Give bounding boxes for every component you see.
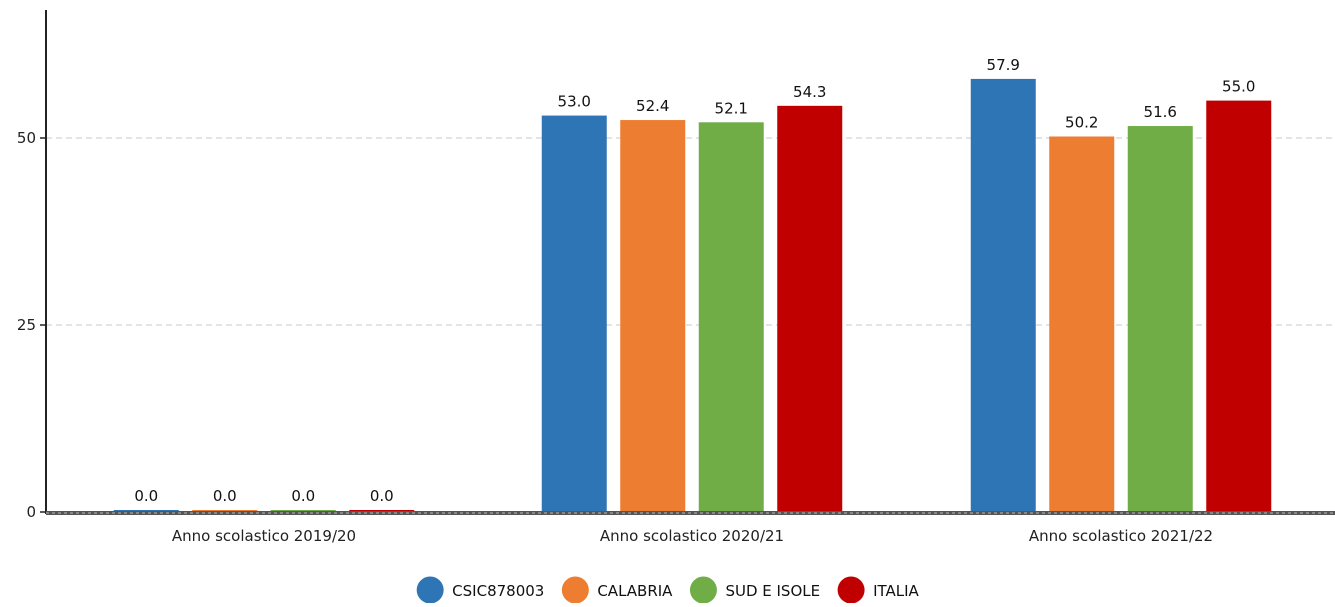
bar-calabria-2: [1049, 136, 1115, 512]
bar-sud-e-isole-1: [698, 122, 764, 513]
y-tick-label: 0: [26, 503, 36, 521]
data-label: 57.9: [987, 56, 1020, 74]
legend-label: SUD E ISOLE: [725, 582, 820, 600]
gridlines: [46, 137, 1335, 326]
bar-sud-e-isole-2: [1127, 126, 1193, 513]
bar-italia-2: [1206, 100, 1272, 512]
axes: 0 25 50 Anno scolastico 2019/20 Anno scolast…: [17, 10, 1335, 545]
value-labels: 0.0 53.0 57.9 0.0 52.4 50.2 0.0 52.1 51.6 0.0 54.3…: [134, 56, 1255, 505]
legend-item: CSIC878003: [416, 576, 544, 604]
legend-label: CALABRIA: [597, 582, 673, 600]
y-tick-label: 50: [17, 129, 36, 147]
data-label: 50.2: [1065, 114, 1098, 132]
legend: CSIC878003 CALABRIA SUD E ISOLE ITALIA: [416, 576, 920, 604]
data-label: 0.0: [134, 487, 158, 505]
data-label: 52.4: [636, 97, 669, 115]
bar-csic878003-1: [541, 115, 607, 512]
legend-label: ITALIA: [873, 582, 919, 600]
y-tick-label: 25: [17, 316, 36, 334]
data-label: 52.1: [715, 99, 748, 117]
data-label: 0.0: [370, 487, 394, 505]
bar-csic878003-2: [970, 78, 1036, 513]
x-tick-label: Anno scolastico 2019/20: [172, 527, 356, 545]
bar-calabria-1: [620, 120, 686, 512]
data-label: 54.3: [793, 83, 826, 101]
legend-swatch: [416, 576, 444, 604]
legend-item: CALABRIA: [561, 576, 673, 604]
legend-item: SUD E ISOLE: [689, 576, 820, 604]
data-label: 0.0: [291, 487, 315, 505]
data-label: 0.0: [213, 487, 237, 505]
bar-italia-1: [777, 105, 843, 512]
legend-swatch: [837, 576, 865, 604]
bars: [113, 78, 1272, 513]
x-tick-label: Anno scolastico 2021/22: [1029, 527, 1213, 545]
data-label: 55.0: [1222, 78, 1255, 96]
legend-item: ITALIA: [837, 576, 920, 604]
data-label: 51.6: [1144, 103, 1177, 121]
legend-label: CSIC878003: [452, 582, 544, 600]
legend-swatch: [689, 576, 717, 604]
x-tick-label: Anno scolastico 2020/21: [600, 527, 784, 545]
data-label: 53.0: [558, 93, 591, 111]
legend-swatch: [561, 576, 589, 604]
